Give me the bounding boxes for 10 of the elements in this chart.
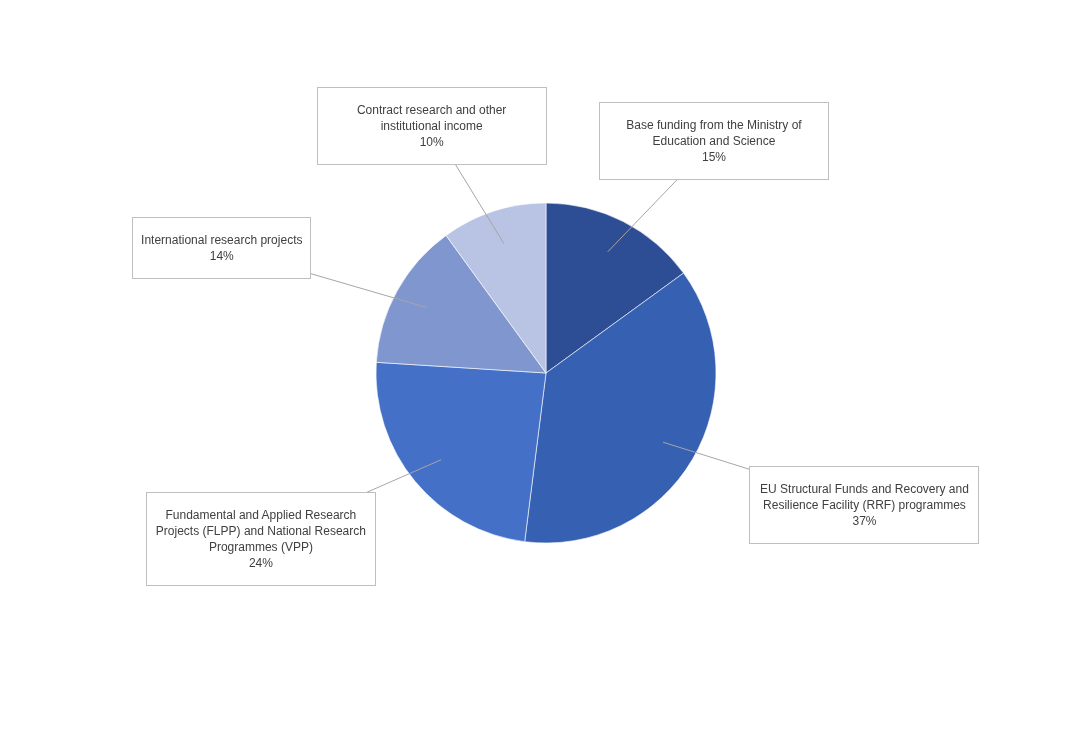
slice-label: Base funding from the Ministry of Education and Science [625, 117, 803, 150]
slice-label: Fundamental and Applied Research Projects (FLPP) and National Research Programmes (VPP) [154, 506, 367, 555]
data-label: 14% [208, 247, 235, 264]
slice-label: International research projects [141, 231, 303, 248]
data-label: 37% [851, 513, 878, 530]
data-label: 10% [418, 133, 445, 150]
data-label: 24% [247, 554, 274, 571]
slice-label: EU Structural Funds and Recovery and Resilience Facility (RRF) programmes [759, 481, 970, 514]
data-label: 15% [700, 149, 727, 166]
slice-label: Contract research and other institutional income [355, 101, 508, 134]
